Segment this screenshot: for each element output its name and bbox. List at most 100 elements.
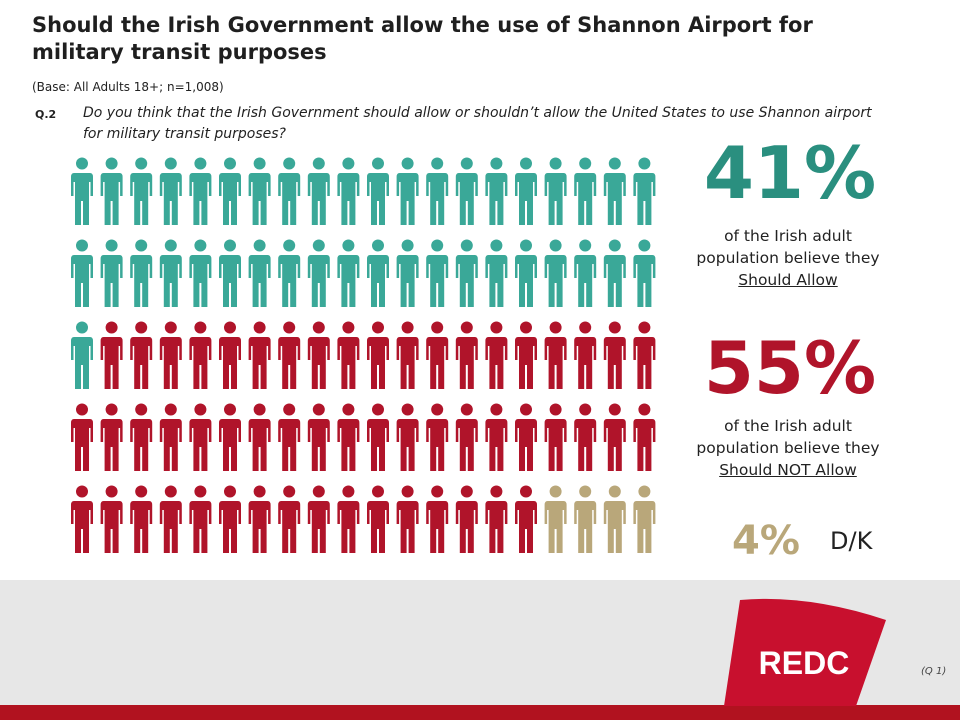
person-figure-should-not-allow: [278, 403, 301, 471]
person-figure-should-allow: [337, 239, 360, 307]
person-figure-should-allow: [603, 239, 626, 307]
person-figure-should-allow: [278, 157, 301, 225]
person-figure-should-allow: [426, 157, 449, 225]
person-figure-should-allow: [396, 157, 419, 225]
person-figure-should-allow: [544, 157, 567, 225]
person-figure-should-not-allow: [455, 403, 478, 471]
person-figure-should-not-allow: [603, 403, 626, 471]
person-figure-should-allow: [574, 157, 597, 225]
stat-not-allow-percent: 55%: [703, 326, 877, 410]
person-figure-should-allow: [426, 239, 449, 307]
person-figure-should-not-allow: [485, 403, 508, 471]
person-figure-should-not-allow: [485, 485, 508, 553]
page-title: Should the Irish Government allow the us…: [32, 13, 813, 64]
person-figure-should-not-allow: [337, 321, 360, 389]
person-figure-should-allow: [219, 157, 241, 225]
person-figure-should-allow: [396, 239, 419, 307]
person-figure-should-allow: [278, 239, 301, 307]
person-figure-should-not-allow: [100, 485, 123, 553]
person-figure-should-not-allow: [248, 321, 271, 389]
person-figure-should-allow: [544, 239, 567, 307]
person-figure-should-allow: [100, 157, 123, 225]
person-figure-should-allow: [485, 239, 508, 307]
person-figure-should-not-allow: [515, 403, 537, 471]
person-figure-should-not-allow: [633, 321, 656, 389]
person-figure-should-not-allow: [130, 403, 153, 471]
person-figure-should-not-allow: [189, 321, 212, 389]
stat-not-allow-label: Should NOT Allow: [719, 461, 857, 479]
stat-not-allow-description: of the Irish adult population believe th…: [678, 415, 898, 481]
person-figure-should-not-allow: [337, 403, 360, 471]
pictogram-chart: [71, 157, 656, 553]
person-figure-should-not-allow: [248, 485, 271, 553]
person-figure-should-not-allow: [159, 403, 182, 471]
stat-not-allow-line2: population believe they: [696, 439, 880, 457]
person-figure-should-allow: [159, 157, 182, 225]
person-figure-should-not-allow: [130, 485, 153, 553]
page-reference: (Q 1): [921, 666, 947, 677]
person-figure-should-allow: [367, 239, 389, 307]
person-figure-should-not-allow: [396, 485, 419, 553]
person-figure-should-not-allow: [337, 485, 360, 553]
stat-allow-line2: population believe they: [696, 249, 880, 267]
person-figure-should-allow: [367, 157, 389, 225]
stat-allow-description: of the Irish adult population believe th…: [678, 225, 898, 291]
person-figure-should-not-allow: [633, 403, 656, 471]
person-figure-should-not-allow: [307, 485, 330, 553]
person-figure-should-allow: [189, 239, 212, 307]
person-figure-should-not-allow: [396, 403, 419, 471]
person-figure-should-allow: [71, 321, 93, 389]
person-figure-should-allow: [455, 239, 478, 307]
person-figure-should-not-allow: [219, 403, 241, 471]
redc-logo: REDC: [724, 598, 886, 706]
person-figure-should-allow: [307, 239, 330, 307]
person-figure-should-allow: [455, 157, 478, 225]
person-figure-should-not-allow: [396, 321, 419, 389]
person-figure-should-allow: [130, 157, 153, 225]
person-figure-should-allow: [189, 157, 212, 225]
logo-text: REDC: [759, 645, 850, 681]
person-figure-should-allow: [130, 239, 153, 307]
person-figure-should-not-allow: [130, 321, 153, 389]
person-figure-should-allow: [633, 239, 656, 307]
person-figure-should-allow: [100, 239, 123, 307]
person-figure-should-allow: [219, 239, 241, 307]
person-figure-should-not-allow: [159, 321, 182, 389]
person-figure-should-not-allow: [278, 485, 301, 553]
person-figure-d-k: [603, 485, 626, 553]
person-figure-should-allow: [159, 239, 182, 307]
logo-shape: [724, 598, 886, 706]
person-figure-should-not-allow: [100, 321, 123, 389]
person-figure-should-not-allow: [367, 321, 389, 389]
base-note: (Base: All Adults 18+; n=1,008): [32, 80, 224, 94]
stat-allow-line1: of the Irish adult: [724, 227, 852, 245]
person-figure-should-not-allow: [189, 485, 212, 553]
person-figure-should-not-allow: [159, 485, 182, 553]
person-figure-should-not-allow: [219, 485, 241, 553]
person-figure-should-not-allow: [515, 321, 537, 389]
stat-allow-label: Should Allow: [738, 271, 838, 289]
question-text: Do you think that the Irish Government s…: [83, 105, 872, 142]
person-figure-should-not-allow: [574, 403, 597, 471]
person-figure-should-not-allow: [426, 485, 449, 553]
person-figure-should-allow: [485, 157, 508, 225]
person-figure-should-not-allow: [307, 321, 330, 389]
person-figure-should-allow: [71, 239, 93, 307]
person-figure-should-not-allow: [367, 403, 389, 471]
person-figure-should-not-allow: [219, 321, 241, 389]
person-figure-should-allow: [603, 157, 626, 225]
person-figure-should-allow: [248, 157, 271, 225]
person-figure-should-not-allow: [426, 403, 449, 471]
stat-dk-percent: 4%: [732, 518, 800, 564]
person-figure-should-not-allow: [189, 403, 212, 471]
person-figure-should-allow: [307, 157, 330, 225]
person-figure-d-k: [633, 485, 656, 553]
person-figure-should-not-allow: [603, 321, 626, 389]
person-figure-should-allow: [71, 157, 93, 225]
person-figure-d-k: [574, 485, 597, 553]
question-number: Q.2: [35, 108, 57, 121]
person-figure-should-not-allow: [455, 321, 478, 389]
stat-allow-percent: 41%: [703, 131, 877, 215]
person-figure-should-not-allow: [278, 321, 301, 389]
person-figure-should-not-allow: [71, 403, 93, 471]
